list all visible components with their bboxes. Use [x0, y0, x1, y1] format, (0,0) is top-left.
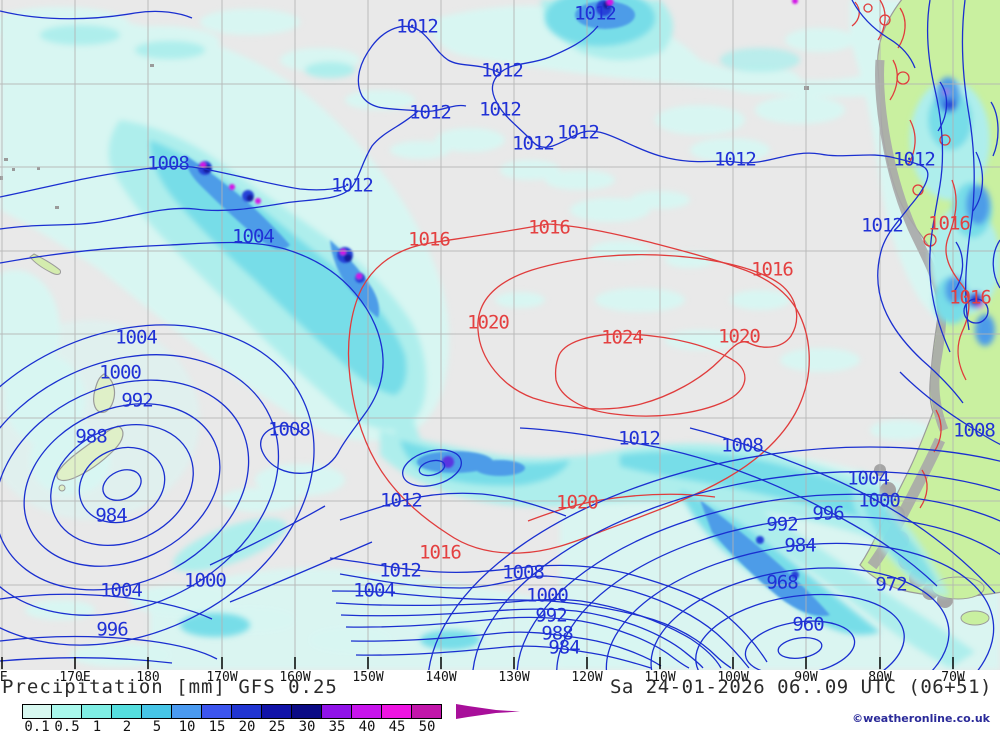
andes-terrain	[874, 59, 949, 432]
precipitation-map[interactable]: 1012 1012 1012 1012 1012 1012 1012 1012 1012 1012…	[0, 0, 1000, 670]
forecast-datetime: Sa 24-01-2026 06..09 UTC (06+51)	[609, 676, 992, 698]
pacific-islands	[0, 64, 154, 492]
scale-swatch-30	[292, 704, 322, 719]
scale-value: 0.5	[54, 719, 80, 733]
map-title: Precipitation [mm] GFS 0.25	[2, 676, 338, 698]
scale-swatch-20	[232, 704, 262, 719]
scale-value: 15	[208, 719, 226, 733]
precipitation-over-land	[852, 77, 1000, 596]
axis-label-180: 180	[136, 670, 160, 685]
scale-swatch-40	[352, 704, 382, 719]
map-canvas	[0, 0, 1000, 670]
precipitation-intense-layer	[198, 0, 799, 579]
scale-swatch-0.1	[22, 704, 52, 719]
scale-value: 1	[92, 719, 102, 733]
axis-label-130W: 130W	[498, 670, 530, 685]
scale-value: 30	[298, 719, 316, 733]
axis-label-100W: 100W	[717, 670, 749, 685]
precipitation-scale-values: 0.1 0.5 1 2 5 10 15 20 25 30 35 40 45 50	[22, 719, 542, 733]
scale-swatch-2	[112, 704, 142, 719]
scale-swatch-35	[322, 704, 352, 719]
axis-label-170E: 170E	[59, 670, 91, 685]
scale-value: 25	[268, 719, 286, 733]
scale-value: 40	[358, 719, 376, 733]
axis-label-90W: 90W	[794, 670, 818, 685]
scale-swatch-10	[172, 704, 202, 719]
graticule	[0, 0, 1000, 670]
scale-swatch-5	[142, 704, 172, 719]
isobars-blue	[0, 0, 1000, 670]
new-zealand-south-island	[56, 425, 124, 482]
scale-swatch-1	[82, 704, 112, 719]
scale-value: 20	[238, 719, 256, 733]
scale-swatch-45	[382, 704, 412, 719]
precipitation-scale	[22, 704, 442, 719]
scale-swatch-15	[202, 704, 232, 719]
axis-label-70W: 70W	[941, 670, 965, 685]
scale-swatch-50	[412, 704, 442, 719]
axis-label-110W: 110W	[644, 670, 676, 685]
axis-label-80W: 80W	[868, 670, 892, 685]
scale-swatch-0.5	[52, 704, 82, 719]
isobars-red	[347, 0, 970, 554]
scale-value: 5	[152, 719, 162, 733]
scale-value: 10	[178, 719, 196, 733]
scale-arrow	[456, 704, 520, 719]
scale-value: 2	[122, 719, 132, 733]
longitude-axis: 160E 170E 180 170W 160W 150W 140W 130W 120W 110W 1…	[0, 670, 1000, 685]
axis-label-140W: 140W	[425, 670, 457, 685]
copyright-link[interactable]: ©weatheronline.co.uk	[852, 712, 990, 725]
new-caledonia-island	[29, 253, 61, 275]
axis-label-160E: 160E	[0, 670, 8, 685]
scale-value: 50	[418, 719, 436, 733]
axis-label-170W: 170W	[206, 670, 238, 685]
scale-value: 45	[388, 719, 406, 733]
axis-label-120W: 120W	[571, 670, 603, 685]
axis-label-160W: 160W	[279, 670, 311, 685]
new-zealand-low-rings	[0, 324, 315, 646]
scale-swatch-25	[262, 704, 292, 719]
scale-value: 0.1	[24, 719, 50, 733]
scale-value: 35	[328, 719, 346, 733]
axis-label-150W: 150W	[352, 670, 384, 685]
axis-ticks	[1, 657, 954, 669]
